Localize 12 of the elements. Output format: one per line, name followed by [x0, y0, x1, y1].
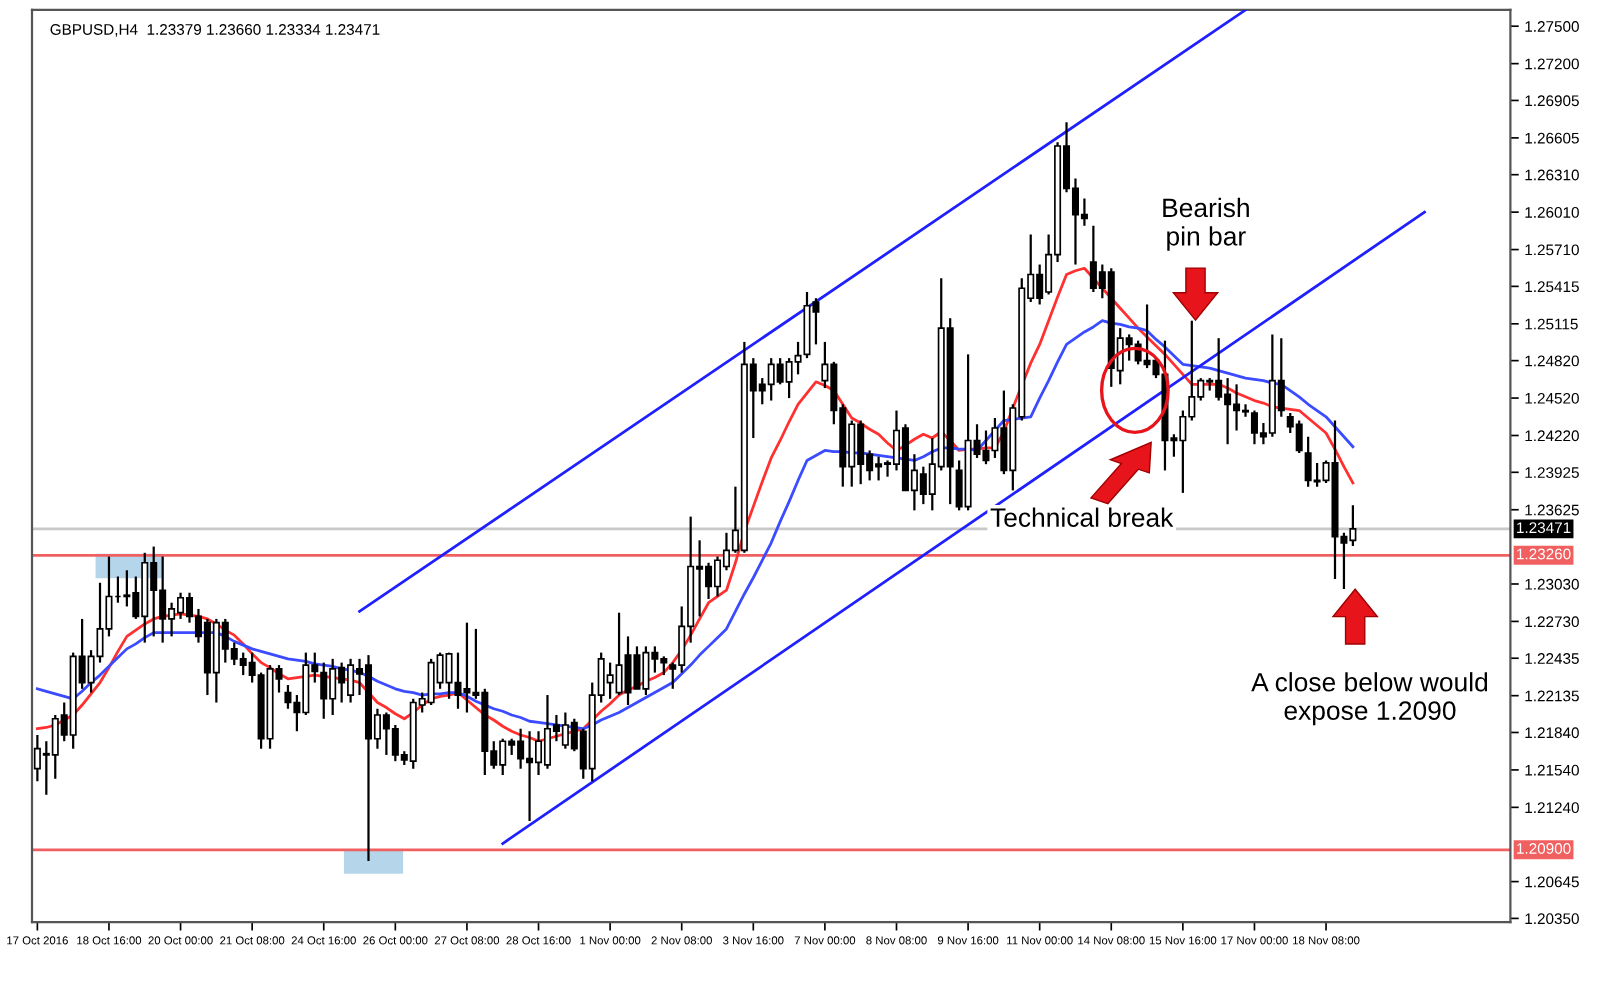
candlestick — [284, 683, 292, 710]
annotation: Bearish pin bar — [1163, 197, 1249, 251]
candlestick — [982, 429, 990, 466]
candlestick — [445, 651, 453, 700]
candlestick — [454, 651, 462, 710]
candlestick — [794, 340, 802, 376]
annotation: A close below would expose 1.2090 — [1251, 672, 1488, 726]
candlestick — [1295, 419, 1303, 455]
annotation: Technical break — [990, 507, 1174, 527]
candlestick — [624, 635, 632, 707]
candlestick — [320, 661, 328, 720]
candlestick — [713, 555, 722, 598]
